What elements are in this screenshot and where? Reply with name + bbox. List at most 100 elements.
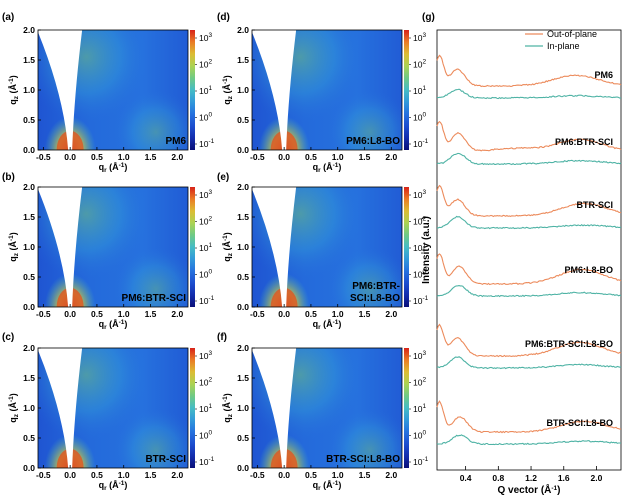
x-tick-label: -0.5	[36, 309, 51, 319]
x-tick-label: 0.0	[278, 152, 290, 162]
legend-label: Out-of-plane	[547, 29, 597, 39]
y-axis-label: qz (Å-1)	[222, 393, 234, 423]
x-axis-label: qr (Å-1)	[99, 162, 128, 174]
colorbar-tick-label: 101	[413, 403, 426, 414]
heatmap-image	[38, 348, 188, 468]
legend-label: In-plane	[547, 41, 580, 51]
y-tick-label: 0.0	[237, 463, 249, 473]
y-tick-label: 0.0	[23, 302, 35, 312]
sample-label: PM6	[165, 136, 186, 147]
y-tick-label: 0.5	[237, 433, 249, 443]
heatmap-panel-1: -0.5 0.0 0.5 1.0 1.5 2.00.00.51.01.52.0qr (Å-…	[2, 12, 215, 174]
panel-label: (f)	[217, 332, 227, 343]
x-tick-label: 1.5	[359, 309, 371, 319]
colorbar-tick-label: 10-1	[199, 456, 215, 467]
colorbar-tick-label: 10-1	[413, 295, 429, 306]
x-tick-label: 0.0	[64, 152, 76, 162]
colorbar-tick-label: 10-1	[199, 295, 215, 306]
heatmap-image	[252, 30, 402, 150]
colorbar-tick-label: 103	[413, 350, 426, 361]
colorbar-tick-label: 102	[413, 59, 426, 70]
in-plane-ring	[113, 90, 188, 150]
colorbar-tick-label: 100	[199, 112, 212, 123]
x-tick-label: 0.0	[278, 470, 290, 480]
in-plane-ring	[327, 247, 402, 307]
in-plane-curve	[436, 152, 622, 166]
panel-label: (c)	[2, 332, 14, 343]
x-tick-label: 0.5	[305, 470, 317, 480]
x-tick-label: 0.5	[91, 152, 103, 162]
out-of-plane-curve	[436, 120, 622, 152]
y-axis-label: qz (Å-1)	[8, 232, 20, 262]
sample-label: PM6:L8-BO	[564, 265, 613, 275]
missing-wedge	[38, 30, 83, 150]
y-tick-label: 0.0	[23, 463, 35, 473]
missing-wedge	[252, 348, 297, 468]
y-tick-label: 1.5	[23, 373, 35, 383]
colorbar	[404, 187, 409, 307]
panel-label: (g)	[422, 12, 435, 23]
x-axis-label: qr (Å-1)	[313, 162, 342, 174]
y-tick-label: 2.0	[23, 182, 35, 192]
y-tick-label: 2.0	[237, 182, 249, 192]
panel-label: (d)	[217, 12, 230, 23]
y-tick-label: 0.5	[23, 272, 35, 282]
y-tick-label: 1.5	[237, 55, 249, 65]
colorbar-tick-label: 101	[199, 403, 212, 414]
y-tick-label: 2.0	[237, 343, 249, 353]
y-tick-label: 0.0	[237, 302, 249, 312]
y-tick-label: 1.5	[23, 55, 35, 65]
x-tick-label: 0.8	[492, 473, 504, 483]
colorbar-tick-label: 101	[413, 85, 426, 96]
sample-label: BTR-SCI:L8-BO	[326, 454, 400, 465]
x-tick-label: 0.0	[278, 309, 290, 319]
y-tick-label: 1.5	[237, 373, 249, 383]
y-tick-label: 1.0	[23, 242, 35, 252]
y-tick-label: 2.0	[237, 25, 249, 35]
x-tick-label: 1.0	[332, 152, 344, 162]
sample-label: PM6:BTR-	[352, 281, 400, 292]
y-tick-label: 2.0	[23, 25, 35, 35]
in-plane-curve	[437, 215, 622, 230]
x-axis-label: qr (Å-1)	[99, 319, 128, 331]
colorbar-tick-label: 102	[413, 377, 426, 388]
colorbar	[404, 30, 409, 150]
y-tick-label: 0.5	[23, 433, 35, 443]
x-axis-label: qr (Å-1)	[313, 480, 342, 492]
y-axis-label: qz (Å-1)	[8, 75, 20, 105]
y-tick-label: 1.0	[237, 403, 249, 413]
x-axis-label: qr (Å-1)	[99, 480, 128, 492]
colorbar-tick-label: 103	[199, 189, 212, 200]
colorbar-tick-label: 102	[199, 216, 212, 227]
heatmap-image	[252, 187, 402, 307]
sample-label: PM6:BTR-SCI	[555, 137, 613, 147]
sample-label: PM6:L8-BO	[346, 136, 400, 147]
x-axis-label: Q vector (Å-1)	[497, 483, 560, 496]
colorbar-tick-label: 101	[413, 242, 426, 253]
missing-wedge	[252, 30, 297, 150]
x-tick-label: 2.0	[385, 309, 397, 319]
x-tick-label: 1.0	[332, 309, 344, 319]
x-tick-label: 1.5	[145, 470, 157, 480]
heatmap-panel-3: -0.5 0.0 0.5 1.0 1.5 2.00.00.51.01.52.0qr (Å-…	[2, 332, 215, 492]
heatmap-image	[38, 187, 188, 307]
line-profile-panel: (g) 0.4 0.8 1.2 1.6 2.0 Q vector (Å-1) Intensit…	[421, 12, 622, 496]
colorbar-tick-label: 100	[199, 269, 212, 280]
x-tick-label: -0.5	[250, 309, 265, 319]
x-tick-label: 1.2	[525, 473, 537, 483]
missing-wedge	[38, 348, 83, 468]
x-tick-label: 2.0	[385, 470, 397, 480]
x-tick-label: 0.5	[91, 470, 103, 480]
in-plane-ring	[113, 247, 188, 307]
y-tick-label: 0.5	[23, 115, 35, 125]
y-tick-label: 1.0	[237, 242, 249, 252]
panel-label: (e)	[217, 172, 229, 183]
y-tick-label: 1.5	[23, 212, 35, 222]
x-tick-label: 1.0	[332, 470, 344, 480]
x-tick-label: 2.0	[171, 152, 183, 162]
heatmap-panel-6: -0.5 0.0 0.5 1.0 1.5 2.00.00.51.01.52.0qr (Å-…	[217, 332, 429, 492]
heatmap-panel-5: -0.5 0.0 0.5 1.0 1.5 2.00.00.51.01.52.0qr (Å-…	[217, 172, 429, 331]
y-tick-label: 0.5	[237, 115, 249, 125]
x-tick-label: 2.0	[171, 470, 183, 480]
heatmap-image	[252, 348, 402, 468]
